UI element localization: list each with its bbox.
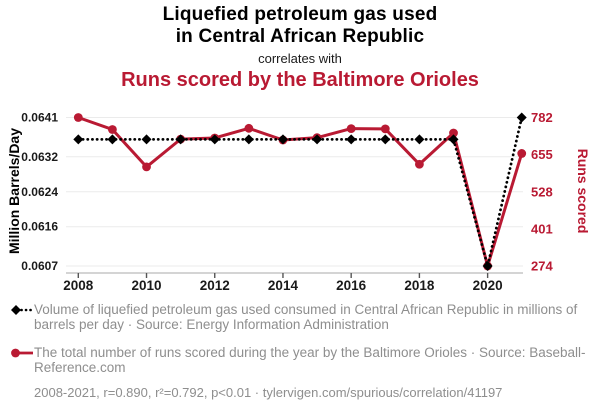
lpg-data-point	[312, 134, 323, 145]
legend-item-lpg: Volume of liquefied petroleum gas used c…	[10, 302, 592, 332]
left-axis-title: Million Barrels/Day	[6, 127, 22, 255]
left-tick-label: 0.0641	[21, 111, 58, 125]
legend-item-runs: The total number of runs scored during t…	[10, 345, 592, 375]
lpg-data-point	[380, 134, 391, 145]
lpg-data-point	[73, 134, 84, 145]
lpg-data-point	[482, 261, 493, 271]
right-tick-label: 401	[531, 221, 553, 236]
title-block: Liquefied petroleum gas used in Central …	[0, 4, 600, 92]
stats-footer: 2008-2021, r=0.890, r²=0.792, p<0.01 · t…	[34, 385, 503, 400]
left-tick-label: 0.0624	[21, 185, 58, 199]
lpg-data-point	[175, 134, 186, 145]
left-tick-label: 0.0616	[21, 220, 58, 234]
x-tick-label: 2012	[200, 278, 230, 293]
legend-text-lpg: Volume of liquefied petroleum gas used c…	[34, 302, 578, 332]
lpg-data-point	[243, 134, 254, 145]
lpg-data-point	[448, 134, 459, 145]
title-connector: correlates with	[258, 51, 342, 66]
lpg-data-point	[516, 112, 527, 123]
legend-text-runs: The total number of runs scored during t…	[34, 345, 586, 375]
chart-title-line2: in Central African Republic	[175, 26, 425, 47]
chart-title: Liquefied petroleum gas used in Central …	[0, 4, 600, 48]
chart-plot-area: 2008 2010 2012 2014 2016 2018 2020 0.0641 0.0632…	[21, 110, 553, 293]
legend: Volume of liquefied petroleum gas used c…	[10, 302, 592, 400]
lpg-data-point	[346, 134, 357, 145]
right-tick-label: 528	[531, 184, 553, 199]
runs-data-point	[73, 113, 83, 122]
x-tick-label: 2018	[404, 278, 435, 293]
chart-subtitle: Runs scored by the Baltimore Orioles	[121, 69, 479, 91]
lpg-data-point	[107, 134, 118, 145]
x-tick-label: 2020	[473, 278, 503, 293]
x-tick-label: 2014	[268, 278, 299, 293]
right-tick-label: 274	[531, 259, 553, 274]
right-axis-title: Runs scored	[575, 148, 591, 234]
lpg-series-icon	[11, 305, 34, 315]
x-tick-label: 2016	[336, 278, 367, 293]
x-tick-label: 2008	[63, 278, 94, 293]
lpg-data-point	[141, 134, 152, 145]
runs-data-point	[108, 125, 117, 134]
lpg-data-point	[414, 134, 425, 145]
left-tick-label: 0.0632	[21, 150, 58, 164]
lpg-data-point	[209, 134, 220, 145]
right-tick-label: 655	[531, 147, 553, 162]
lpg-data-point	[277, 134, 288, 145]
lpg-series-line	[76, 116, 524, 268]
runs-data-point	[415, 159, 424, 169]
runs-data-point	[449, 128, 458, 138]
runs-data-point	[346, 124, 356, 134]
runs-series-icon	[11, 348, 33, 358]
runs-data-point	[380, 124, 390, 134]
runs-data-point	[517, 149, 527, 158]
right-tick-label: 782	[531, 110, 553, 125]
runs-data-point	[142, 162, 151, 172]
chart-title-line1: Liquefied petroleum gas used	[162, 4, 438, 25]
runs-data-point	[244, 123, 254, 133]
left-tick-label: 0.0607	[21, 259, 58, 273]
x-tick-label: 2010	[131, 278, 161, 293]
